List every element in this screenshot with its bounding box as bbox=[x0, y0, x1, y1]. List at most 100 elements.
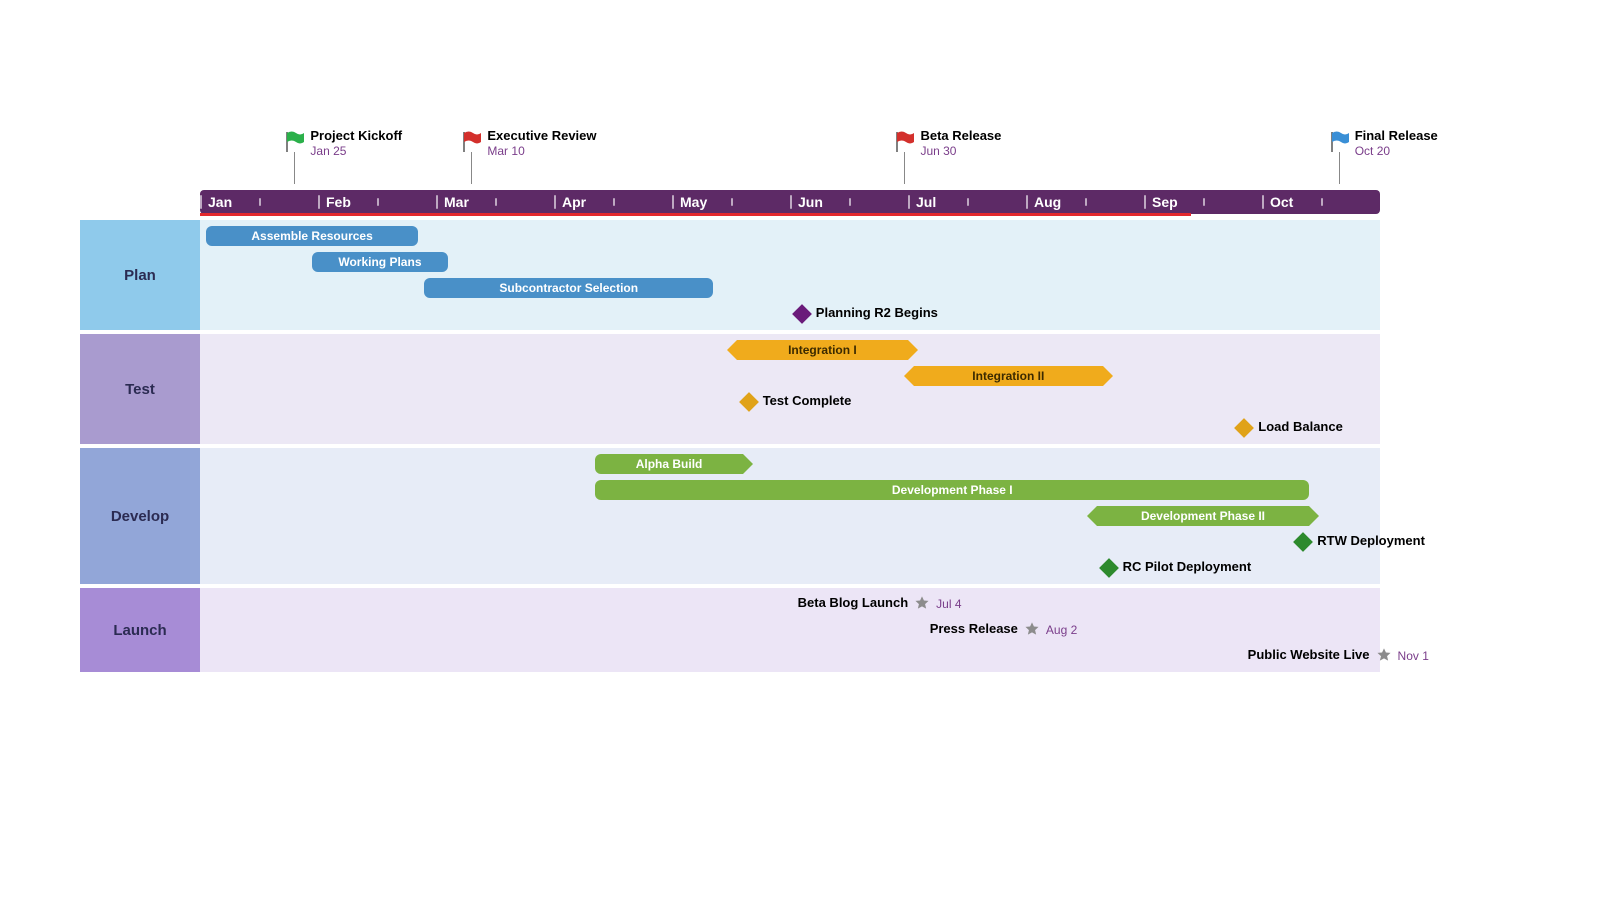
milestone: Project KickoffJan 25 bbox=[284, 130, 306, 157]
star-date: Aug 2 bbox=[1046, 623, 1077, 637]
month-label: Sep bbox=[1152, 194, 1178, 210]
month-mid-tick bbox=[967, 190, 969, 214]
lane-row: Integration II bbox=[200, 363, 1380, 389]
month-label: Oct bbox=[1270, 194, 1293, 210]
month-header: JanFebMarAprMayJunJulAugSepOctNov bbox=[200, 190, 1380, 214]
lane-row: Assemble Resources bbox=[200, 223, 1380, 249]
lane-row: Alpha Build bbox=[200, 451, 1380, 477]
milestone-diamond bbox=[1099, 558, 1119, 578]
lane-body: Beta Blog LaunchJul 4Press ReleaseAug 2P… bbox=[200, 588, 1380, 672]
month-mid-tick bbox=[259, 190, 261, 214]
task-bar-label: Assemble Resources bbox=[251, 229, 372, 243]
diamond-label: RTW Deployment bbox=[1317, 533, 1425, 548]
diamond-label: Planning R2 Begins bbox=[816, 305, 938, 320]
lane-row: Subcontractor Selection bbox=[200, 275, 1380, 301]
milestone: Executive ReviewMar 10 bbox=[461, 130, 483, 157]
task-bar-label: Integration II bbox=[972, 369, 1044, 383]
month-tick: Feb bbox=[318, 190, 351, 214]
milestone-label: Final ReleaseOct 20 bbox=[1355, 128, 1438, 158]
month-tick: Jul bbox=[908, 190, 936, 214]
swimlanes: Plan Assemble Resources Working Plans Subco… bbox=[80, 220, 1380, 672]
task-bar-label: Alpha Build bbox=[636, 457, 703, 471]
lane-row: Load Balance bbox=[200, 415, 1380, 441]
star-label: Public Website Live bbox=[200, 647, 1370, 662]
lane: Develop Alpha Build Development Phase I Dev… bbox=[80, 448, 1380, 584]
month-mid-tick bbox=[1321, 190, 1323, 214]
gantt-chart: Project KickoffJan 25 Executive ReviewMar… bbox=[80, 130, 1380, 676]
diamond-label: Test Complete bbox=[763, 393, 852, 408]
lane-row: Test Complete bbox=[200, 389, 1380, 415]
star-icon bbox=[1024, 621, 1040, 637]
lane-body: Assemble Resources Working Plans Subcontra… bbox=[200, 220, 1380, 330]
lane-header: Plan bbox=[80, 220, 200, 330]
lane-header: Test bbox=[80, 334, 200, 444]
task-bar-label: Development Phase I bbox=[892, 483, 1013, 497]
lane-row: RTW Deployment bbox=[200, 529, 1380, 555]
month-mid-tick bbox=[613, 190, 615, 214]
task-bar: Assemble Resources bbox=[206, 226, 418, 246]
lane: Test Integration I Integration II Test Comp… bbox=[80, 334, 1380, 444]
flag-icon bbox=[461, 130, 483, 152]
lane-row: Development Phase II bbox=[200, 503, 1380, 529]
lane-row: Press Release Aug 2 bbox=[200, 617, 1380, 643]
milestone-label: Executive ReviewMar 10 bbox=[487, 128, 596, 158]
task-bar: Integration I bbox=[737, 340, 908, 360]
lane-header: Develop bbox=[80, 448, 200, 584]
month-label: Mar bbox=[444, 194, 469, 210]
lane-row: Public Website LiveNov 1 bbox=[200, 643, 1380, 669]
month-mid-tick bbox=[1085, 190, 1087, 214]
month-mid-tick bbox=[731, 190, 733, 214]
lane-row: Beta Blog LaunchJul 4 bbox=[200, 591, 1380, 617]
month-tick: Oct bbox=[1262, 190, 1293, 214]
month-label: Jun bbox=[798, 194, 823, 210]
month-label: May bbox=[680, 194, 707, 210]
milestone-label: Project KickoffJan 25 bbox=[310, 128, 402, 158]
task-bar: Development Phase I bbox=[595, 480, 1309, 500]
month-tick: Mar bbox=[436, 190, 469, 214]
milestone-drop-line bbox=[471, 152, 472, 184]
month-tick: Apr bbox=[554, 190, 586, 214]
milestone-label: Beta ReleaseJun 30 bbox=[920, 128, 1001, 158]
milestone-diamond bbox=[1234, 418, 1254, 438]
month-tick: Jan bbox=[200, 190, 232, 214]
flag-icon bbox=[284, 130, 306, 152]
milestone-drop-line bbox=[294, 152, 295, 184]
month-label: Aug bbox=[1034, 194, 1061, 210]
month-tick: May bbox=[672, 190, 707, 214]
month-label: Jan bbox=[208, 194, 232, 210]
month-mid-tick bbox=[1203, 190, 1205, 214]
milestone-diamond bbox=[792, 304, 812, 324]
month-label: Jul bbox=[916, 194, 936, 210]
flag-icon bbox=[894, 130, 916, 152]
diamond-label: Load Balance bbox=[1258, 419, 1343, 434]
lane-body: Integration I Integration II Test Complete… bbox=[200, 334, 1380, 444]
task-bar: Development Phase II bbox=[1097, 506, 1309, 526]
star-label: Press Release bbox=[200, 621, 1018, 636]
lane: Plan Assemble Resources Working Plans Subco… bbox=[80, 220, 1380, 330]
lane-body: Alpha Build Development Phase I Developmen… bbox=[200, 448, 1380, 584]
month-label: Nov bbox=[1388, 194, 1414, 210]
task-bar-label: Development Phase II bbox=[1141, 509, 1265, 523]
task-bar-label: Integration I bbox=[788, 343, 857, 357]
month-tick: Aug bbox=[1026, 190, 1061, 214]
month-mid-tick bbox=[849, 190, 851, 214]
task-bar: Subcontractor Selection bbox=[424, 278, 713, 298]
task-bar: Integration II bbox=[914, 366, 1103, 386]
milestone-diamond bbox=[739, 392, 759, 412]
task-bar-label: Working Plans bbox=[338, 255, 421, 269]
milestone-drop-line bbox=[904, 152, 905, 184]
star-date: Nov 1 bbox=[1398, 649, 1429, 663]
star-label: Beta Blog Launch bbox=[200, 595, 908, 610]
lane-row: RC Pilot Deployment bbox=[200, 555, 1380, 581]
milestone-diamond bbox=[1293, 532, 1313, 552]
milestone-drop-line bbox=[1339, 152, 1340, 184]
task-bar: Alpha Build bbox=[595, 454, 743, 474]
month-mid-tick bbox=[377, 190, 379, 214]
milestone: Final ReleaseOct 20 bbox=[1329, 130, 1351, 157]
month-label: Feb bbox=[326, 194, 351, 210]
diamond-label: RC Pilot Deployment bbox=[1123, 559, 1252, 574]
month-mid-tick bbox=[495, 190, 497, 214]
lane-row: Development Phase I bbox=[200, 477, 1380, 503]
lane-header: Launch bbox=[80, 588, 200, 672]
task-bar-label: Subcontractor Selection bbox=[499, 281, 638, 295]
